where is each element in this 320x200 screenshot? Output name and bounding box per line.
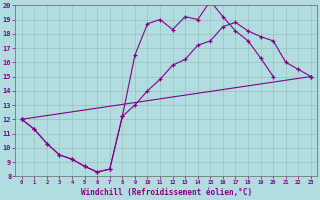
X-axis label: Windchill (Refroidissement éolien,°C): Windchill (Refroidissement éolien,°C) <box>81 188 252 197</box>
